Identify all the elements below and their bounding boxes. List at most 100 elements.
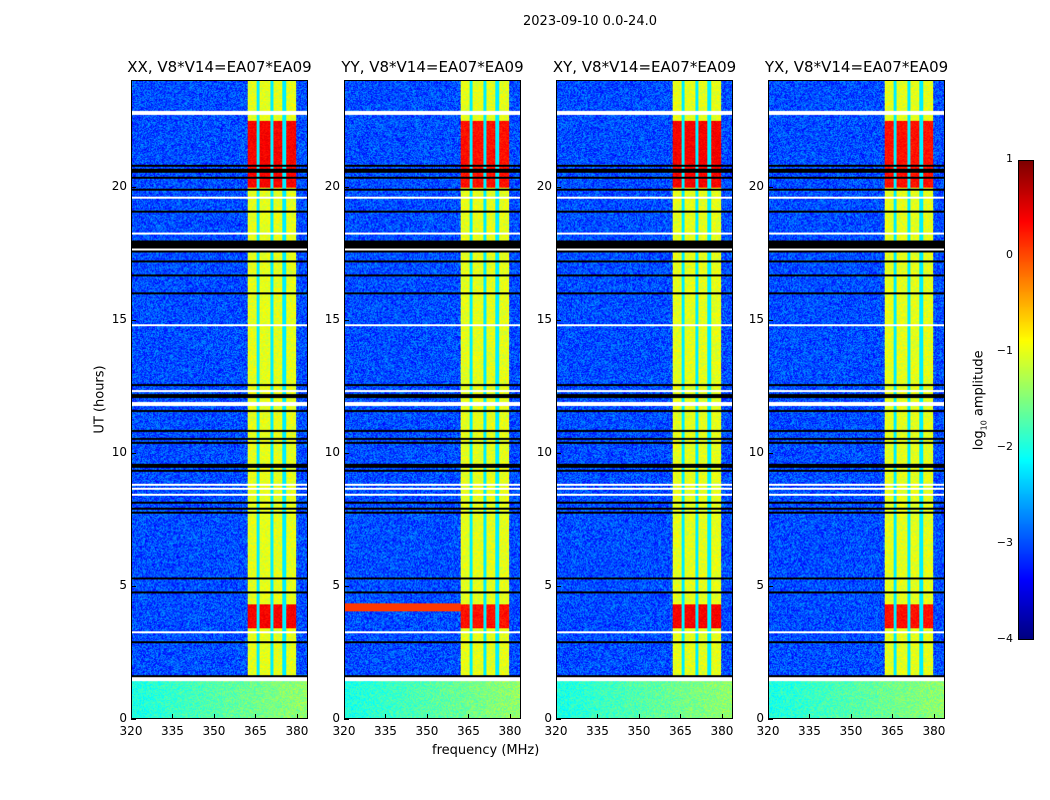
y-tick-label: 5	[332, 577, 340, 592]
x-tick-mark	[426, 714, 428, 719]
colorbar-label: log10 amplitude	[971, 350, 989, 451]
spectrogram-image	[769, 81, 944, 718]
y-tick-label: 5	[544, 577, 552, 592]
y-tick-mark	[344, 319, 349, 321]
x-tick-label: 380	[922, 724, 946, 738]
colorbar-tick-label: −2	[996, 440, 1013, 453]
y-tick-label: 0	[756, 711, 764, 725]
spectrogram-image	[345, 81, 520, 718]
y-tick-mark	[344, 585, 349, 587]
x-tick-mark	[255, 714, 257, 719]
spectrogram-image	[557, 81, 732, 718]
x-tick-label: 350	[415, 724, 439, 738]
x-tick-mark	[768, 714, 769, 719]
x-tick-mark	[597, 714, 599, 719]
x-tick-mark	[933, 714, 935, 719]
figure-title: 2023-09-10 0.0-24.0	[523, 14, 657, 29]
x-tick-label: 365	[669, 724, 692, 738]
x-tick-mark	[680, 714, 682, 719]
x-tick-label: 350	[839, 724, 863, 738]
x-tick-mark	[296, 714, 298, 719]
y-tick-label: 10	[748, 444, 764, 459]
y-tick-mark	[768, 452, 773, 454]
y-tick-mark	[556, 186, 561, 188]
x-axis-label: frequency (MHz)	[432, 743, 540, 758]
x-tick-mark	[131, 714, 132, 719]
y-tick-label: 20	[536, 178, 552, 193]
x-tick-mark	[721, 714, 723, 719]
x-tick-mark	[213, 714, 215, 719]
spectrogram-image	[132, 81, 307, 718]
x-tick-mark	[344, 714, 345, 719]
x-tick-label: 320	[756, 724, 780, 738]
x-tick-label: 365	[244, 724, 267, 738]
colorbar-tick-label: −4	[996, 632, 1013, 645]
y-tick-mark	[768, 585, 773, 587]
y-tick-mark	[556, 452, 561, 454]
y-tick-label: 20	[748, 178, 764, 193]
y-tick-mark	[556, 319, 561, 321]
y-tick-label: 5	[119, 577, 127, 592]
colorbar	[1018, 160, 1034, 640]
spectrogram-panel-2	[344, 80, 521, 719]
x-tick-mark	[892, 714, 894, 719]
y-tick-label: 10	[324, 444, 340, 459]
x-tick-label: 350	[202, 724, 226, 738]
y-tick-label: 5	[756, 577, 764, 592]
x-tick-mark	[556, 714, 557, 719]
colorbar-tick-label: 0	[1006, 248, 1013, 261]
y-tick-mark	[344, 452, 349, 454]
y-tick-mark	[344, 186, 349, 188]
y-tick-label: 0	[119, 711, 127, 725]
y-tick-mark	[131, 585, 136, 587]
y-tick-label: 0	[332, 711, 340, 725]
colorbar-tick-label: −1	[996, 344, 1013, 357]
x-tick-label: 320	[119, 724, 143, 738]
y-tick-mark	[768, 319, 773, 321]
spectrogram-panel-1	[131, 80, 308, 719]
spectrogram-panel-3	[556, 80, 733, 719]
y-tick-mark	[768, 719, 773, 720]
y-tick-label: 20	[324, 178, 340, 193]
y-tick-label: 10	[536, 444, 552, 459]
x-tick-mark	[850, 714, 852, 719]
y-tick-mark	[768, 186, 773, 188]
panel-title: XX, V8*V14=EA07*EA09	[127, 58, 312, 76]
y-tick-label: 15	[324, 311, 340, 326]
x-tick-label: 365	[457, 724, 480, 738]
spectrogram-panel-4	[768, 80, 945, 719]
y-tick-mark	[131, 719, 136, 720]
y-tick-label: 15	[111, 311, 127, 326]
x-tick-label: 380	[285, 724, 309, 738]
y-tick-label: 15	[748, 311, 764, 326]
y-tick-label: 10	[111, 444, 127, 459]
panel-title: YY, V8*V14=EA07*EA09	[341, 58, 524, 76]
x-tick-label: 365	[881, 724, 904, 738]
panel-title: XY, V8*V14=EA07*EA09	[552, 58, 737, 76]
x-tick-mark	[385, 714, 387, 719]
x-tick-mark	[638, 714, 640, 719]
x-tick-mark	[468, 714, 470, 719]
y-tick-mark	[556, 719, 561, 720]
colorbar-tick-label: −3	[996, 536, 1013, 549]
x-tick-label: 350	[627, 724, 651, 738]
x-tick-label: 335	[798, 724, 821, 738]
x-tick-label: 320	[332, 724, 356, 738]
y-tick-mark	[344, 719, 349, 720]
x-tick-label: 380	[710, 724, 734, 738]
y-tick-label: 20	[111, 178, 127, 193]
y-tick-mark	[131, 319, 136, 321]
x-tick-mark	[172, 714, 174, 719]
x-tick-label: 380	[498, 724, 522, 738]
x-tick-mark	[509, 714, 511, 719]
panel-title: YX, V8*V14=EA07*EA09	[764, 58, 949, 76]
y-tick-label: 0	[544, 711, 552, 725]
y-tick-mark	[131, 186, 136, 188]
x-tick-label: 320	[544, 724, 568, 738]
colorbar-tick-label: 1	[1006, 152, 1013, 165]
x-tick-label: 335	[161, 724, 184, 738]
x-tick-label: 335	[586, 724, 609, 738]
y-axis-label: UT (hours)	[92, 365, 108, 434]
y-tick-label: 15	[536, 311, 552, 326]
